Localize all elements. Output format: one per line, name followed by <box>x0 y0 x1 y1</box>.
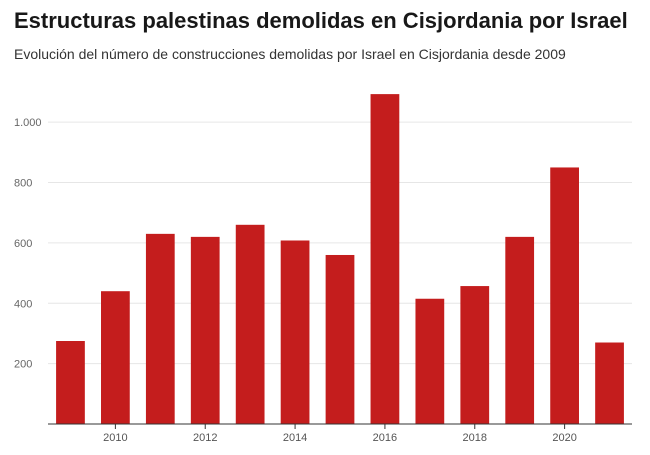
bar-2013[interactable]: 2013: 660 <box>235 224 265 424</box>
bar-2019[interactable]: 2019: 620 <box>505 236 535 424</box>
x-tick-label: 2016 <box>373 432 397 444</box>
bar-2010[interactable]: 2010: 440 <box>101 291 130 424</box>
axis-layer: 200 400 600 800 1.000 2010 2012 2014 2016 2018 202… <box>14 117 632 444</box>
x-tick-label: 2018 <box>463 432 487 444</box>
x-tick-label: 2012 <box>193 432 217 444</box>
y-tick-label: 600 <box>14 238 32 250</box>
y-tick-label: 1.000 <box>14 117 42 129</box>
bar-2014[interactable]: 2014: 608 <box>280 240 310 424</box>
chart-subtitle: Evolución del número de construcciones d… <box>14 46 566 62</box>
bar-2009[interactable]: 2009: 275 <box>56 341 85 424</box>
bar-2012[interactable]: 2012: 620 <box>190 236 220 424</box>
y-tick-label: 400 <box>14 298 32 310</box>
x-tick-label: 2010 <box>103 432 127 444</box>
bar-2018[interactable]: 2018: 457 <box>460 286 490 424</box>
bar-2017[interactable]: 2017: 415 <box>415 298 445 424</box>
y-tick-label: 800 <box>14 178 32 190</box>
chart-title: Estructuras palestinas demolidas en Cisj… <box>14 8 628 33</box>
bar-2020[interactable]: 2020: 850 <box>550 167 579 425</box>
bar-2011[interactable]: 2011: 630 <box>145 233 175 424</box>
bar-2021[interactable]: 2021: 270 <box>595 342 624 424</box>
bar-2015[interactable]: 2015: 560 <box>325 254 355 424</box>
bar-2016[interactable]: 2016: 1093 <box>370 94 400 424</box>
x-tick-label: 2020 <box>552 432 576 444</box>
bars-layer: 2009: 275 2010: 440 2011: 630 2012: 620 2013… <box>56 94 624 425</box>
y-tick-label: 200 <box>14 359 32 371</box>
x-tick-label: 2014 <box>283 432 307 444</box>
